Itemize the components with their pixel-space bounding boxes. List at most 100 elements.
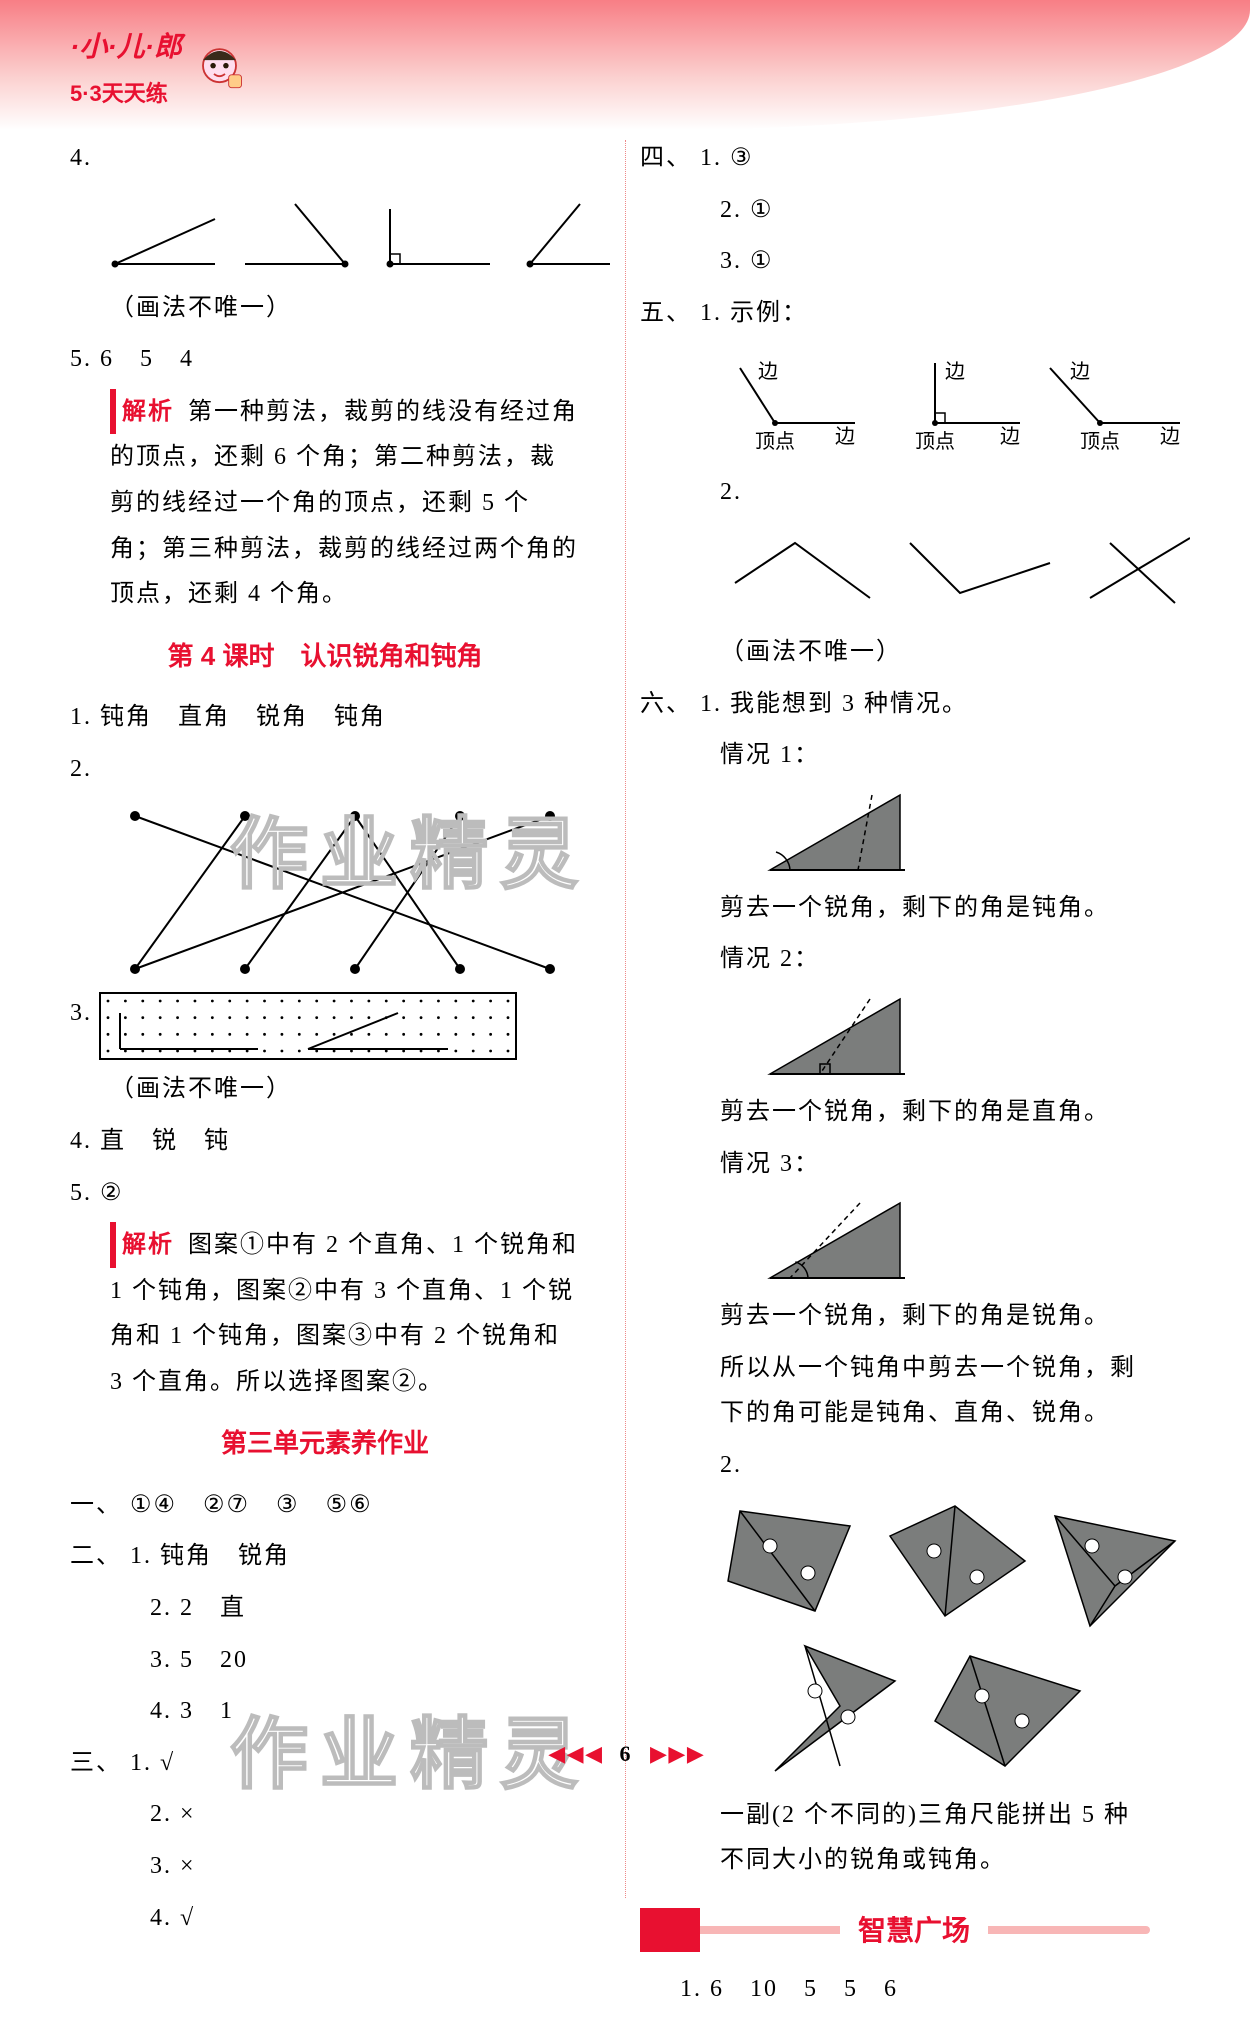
l4q5-answer: ② — [100, 1180, 124, 1206]
case-1: 情况 1： — [640, 733, 1150, 779]
u3-6: 六、 1. 我能想到 3 种情况。 — [640, 682, 1150, 728]
wisdom-q1-label: 1. — [680, 1976, 702, 2002]
l4q4-label: 4. — [70, 1128, 92, 1154]
u3-5-1prefix: 示例： — [730, 300, 808, 326]
u3-2-2t: 2 直 — [180, 1595, 246, 1621]
case-desc: 剪去一个锐角，剩下的角是钝角。 — [640, 886, 1150, 932]
u3-3-2: 2. × — [70, 1792, 580, 1838]
l4q3-note: （画法不唯一） — [70, 1067, 580, 1113]
case-fig — [640, 1193, 1150, 1288]
u3-5-label: 五、 — [640, 300, 692, 326]
u3-1: 一、 ①④ ②⑦ ③ ⑤⑥ — [70, 1483, 580, 1529]
u3-2-4t: 3 1 — [180, 1698, 234, 1724]
u3-5-2-note: （画法不唯一） — [640, 630, 1150, 676]
l4q1-label: 1. — [70, 704, 92, 730]
u3-4-1t: ③ — [730, 145, 754, 171]
u3-6-cases: 情况 1：剪去一个锐角，剩下的角是钝角。情况 2：剪去一个锐角，剩下的角是直角。… — [640, 733, 1150, 1340]
u3-2: 二、 1. 钝角 锐角 — [70, 1534, 580, 1580]
mascot-icon — [192, 40, 247, 95]
u3-3-4n: 4. — [150, 1905, 172, 1931]
u3-4-2t: ① — [750, 197, 774, 223]
u3-4-label: 四、 — [640, 145, 692, 171]
u3-2-3t: 5 20 — [180, 1647, 248, 1673]
u3-5-2: 2. — [640, 470, 1150, 516]
q4-angles — [70, 188, 580, 280]
u3-4-3t: ① — [750, 248, 774, 274]
u3-6-label: 六、 — [640, 691, 692, 717]
page-number: 6 — [620, 1741, 631, 1766]
svg-text:边: 边 — [1000, 425, 1020, 448]
svg-text:顶点: 顶点 — [1080, 430, 1120, 453]
l4q5-text: 图案①中有 2 个直角、1 个锐角和 1 个钝角，图案②中有 3 个直角、1 个… — [110, 1232, 578, 1395]
u3-2-1t: 钝角 锐角 — [160, 1543, 290, 1569]
q5-values: 6 5 4 — [100, 346, 194, 372]
wisdom-q1-text: 6 10 5 5 6 — [710, 1976, 898, 2002]
u3-5: 五、 1. 示例： — [640, 291, 1150, 337]
l4q1: 1. 钝角 直角 锐角 钝角 — [70, 695, 580, 741]
case-3: 情况 3： — [640, 1142, 1150, 1188]
u3-1-label: 一、 — [70, 1492, 122, 1518]
u3-3-3t: × — [180, 1853, 196, 1879]
lesson4-title: 第 4 课时 认识锐角和钝角 — [70, 632, 580, 681]
u3-5-1-diagram: 边边顶点边边顶点边边顶点 — [640, 342, 1150, 464]
u3-4-3n: 3. — [720, 248, 742, 274]
svg-text:顶点: 顶点 — [755, 430, 795, 453]
q5-label: 5. — [70, 346, 92, 372]
u3-2-2: 2. 2 直 — [70, 1586, 580, 1632]
l4q5-label: 5. — [70, 1180, 92, 1206]
l4q3-dotgrid — [98, 991, 518, 1061]
u3-2-2n: 2. — [150, 1595, 172, 1621]
l4q5-analysis: 解析图案①中有 2 个直角、1 个锐角和 1 个钝角，图案②中有 3 个直角、1… — [70, 1222, 580, 1405]
q4-row: 4. — [70, 136, 580, 182]
u3-4-3: 3. ① — [640, 239, 1150, 285]
tri-left-icon: ◀ ◀ ◀ — [548, 1741, 600, 1766]
case-fig — [640, 989, 1150, 1084]
q5-text: 第一种剪法，裁剪的线没有经过角的顶点，还剩 6 个角；第二种剪法，裁剪的线经过一… — [110, 399, 578, 607]
l4q3: 3. — [70, 991, 580, 1061]
u3-2-label: 二、 — [70, 1543, 122, 1569]
u3-4-1n: 1. — [700, 145, 722, 171]
l4q4: 4. 直 锐 钝 — [70, 1119, 580, 1165]
u3-6-1n: 1. — [700, 691, 722, 717]
svg-text:边: 边 — [1070, 360, 1090, 383]
l4q2: 2. — [70, 747, 580, 793]
u3-2-4: 4. 3 1 — [70, 1689, 580, 1735]
u3-3-2t: × — [180, 1801, 196, 1827]
l4q2-label: 2. — [70, 756, 92, 782]
u3-2-1n: 1. — [130, 1543, 152, 1569]
page-footer: ◀ ◀ ◀ 6 ▶ ▶ ▶ — [0, 1733, 1250, 1775]
u3-3-4: 4. √ — [70, 1896, 580, 1942]
q4-label: 4. — [70, 145, 92, 171]
u3-3-3n: 3. — [150, 1853, 172, 1879]
u3-5-1n: 1. — [700, 300, 722, 326]
jiexi-badge-2: 解析 — [110, 1222, 178, 1268]
pill-square — [640, 1908, 700, 1952]
q5-analysis: 解析第一种剪法，裁剪的线没有经过角的顶点，还剩 6 个角；第二种剪法，裁剪的线经… — [70, 389, 580, 618]
wisdom-q1: 1. 6 10 5 5 6 — [640, 1967, 1150, 2013]
logo-brand: ·小·儿·郎 — [70, 20, 182, 73]
u3-4-2n: 2. — [720, 197, 742, 223]
l4q3-label: 3. — [70, 991, 92, 1037]
unit3-title: 第三单元素养作业 — [70, 1419, 580, 1468]
u3-6-2: 2. — [640, 1443, 1150, 1489]
u3-3-2n: 2. — [150, 1801, 172, 1827]
u3-2-4n: 4. — [150, 1698, 172, 1724]
case-title: 情况 2： — [720, 946, 820, 972]
u3-3-3: 3. × — [70, 1844, 580, 1890]
u3-4-2: 2. ① — [640, 188, 1150, 234]
u3-6-1intro: 我能想到 3 种情况。 — [730, 691, 968, 717]
svg-text:边: 边 — [1160, 425, 1180, 448]
logo-tagline: 5·3天天练 — [70, 73, 182, 115]
tri-right-icon: ▶ ▶ ▶ — [650, 1741, 702, 1766]
l4q1-text: 钝角 直角 锐角 钝角 — [100, 704, 386, 730]
u3-6-2-text: 一副(2 个不同的)三角尺能拼出 5 种不同大小的锐角或钝角。 — [640, 1793, 1150, 1884]
l4q5: 5. ② — [70, 1171, 580, 1217]
case-title: 情况 1： — [720, 742, 820, 768]
header-band: ·小·儿·郎 5·3天天练 — [0, 0, 1250, 130]
case-desc: 剪去一个锐角，剩下的角是锐角。 — [640, 1294, 1150, 1340]
jiexi-badge: 解析 — [110, 389, 178, 435]
u3-4: 四、 1. ③ — [640, 136, 1150, 182]
q4-note: （画法不唯一） — [70, 286, 580, 332]
u3-6-2n: 2. — [720, 1452, 742, 1478]
l4q4-text: 直 锐 钝 — [100, 1128, 230, 1154]
